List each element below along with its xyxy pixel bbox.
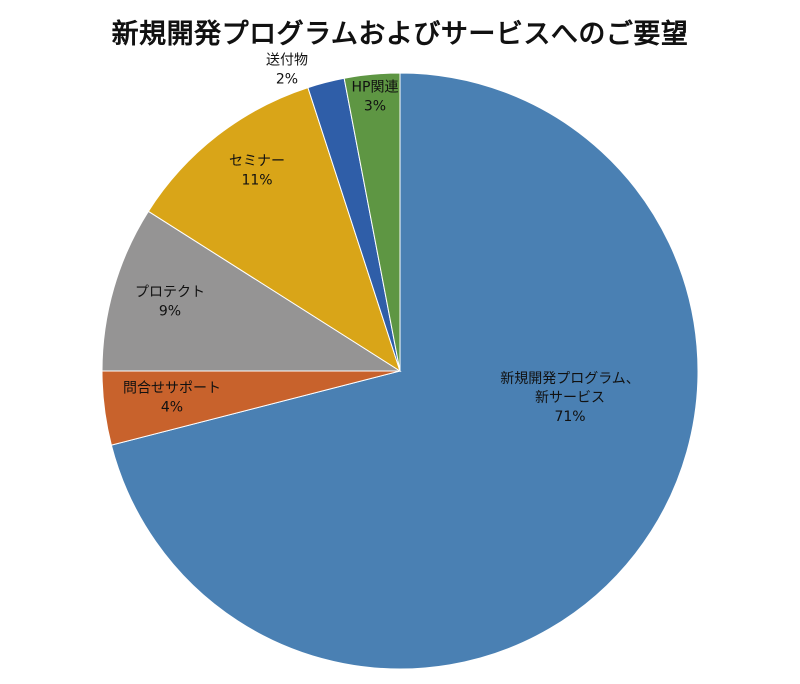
slice-percent-label: 11%: [241, 173, 272, 189]
slice-category-label: 問合せサポート: [123, 381, 221, 397]
slice-category-label: 新規開発プログラム、: [500, 371, 640, 387]
pie-slice: [110, 72, 699, 670]
slice-category-label: 新サービス: [535, 390, 605, 406]
slice-percent-label: 4%: [161, 400, 183, 416]
slice-percent-label: 9%: [159, 304, 181, 320]
slice-category-label: セミナー: [229, 154, 285, 170]
slice-category-label: プロテクト: [135, 285, 205, 301]
slice-percent-label: 3%: [364, 99, 386, 115]
pie-slice: [343, 72, 401, 372]
slice-category-label: 送付物: [266, 53, 308, 69]
slice-percent-label: 71%: [554, 409, 585, 425]
pie-slice: [101, 210, 402, 372]
slice-category-label: HP関連: [352, 80, 399, 96]
pie-slice: [147, 86, 401, 373]
chart-title: 新規開発プログラムおよびサービスへのご要望: [111, 19, 689, 50]
slice-percent-label: 2%: [276, 72, 298, 88]
